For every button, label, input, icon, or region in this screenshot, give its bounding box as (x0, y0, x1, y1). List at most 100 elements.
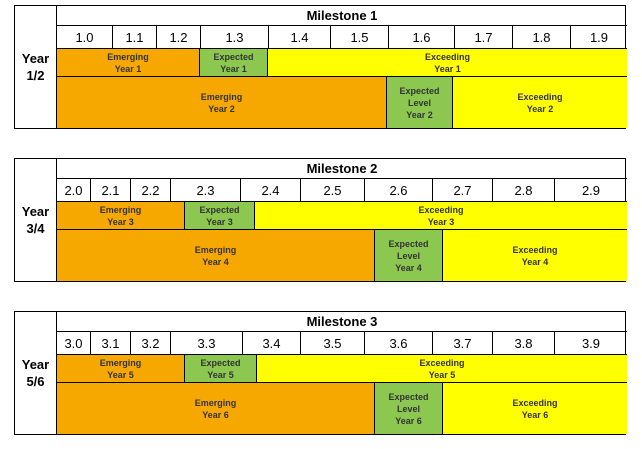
milestone-block: Year 1/2 Milestone 1 1.0 1.1 1.2 1.3 1.4 1.5 1.6 1… (14, 5, 628, 129)
exceeding-band: Exceeding Year 1 (268, 49, 627, 76)
band-row: Emerging Year 5 Expected Year 5 Exceeding Yea… (57, 355, 627, 383)
band-label-line: Year 6 (521, 409, 549, 420)
emerging-band-text: Emerging Year 4 (195, 244, 237, 268)
band-label-line: Year 2 (208, 103, 235, 114)
band-label-line: Year 2 (526, 103, 554, 114)
level-scale-cell: 2.3 (171, 179, 241, 201)
milestone-block: Year 5/6 Milestone 3 3.0 3.1 3.2 3.3 3.4 3.5 3.6 3… (14, 311, 628, 435)
band-label-line: Year 1 (220, 63, 247, 74)
level-scale-cell: 3.8 (493, 332, 555, 354)
milestone-table: Year 5/6 Milestone 3 3.0 3.1 3.2 3.3 3.4 3.5 3.6 3… (14, 311, 627, 435)
level-scale-row: 2.0 2.1 2.2 2.3 2.4 2.5 2.6 2.7 2.8 2.9 (57, 179, 627, 202)
level-scale-cell: 1.0 (57, 26, 113, 48)
band-label-line: Emerging (107, 51, 149, 62)
band-label-line: Exceeding (517, 91, 563, 102)
band-row: Emerging Year 6 Expected Level Year 6 Exceedi… (57, 383, 627, 434)
level-scale-cell: 3.3 (171, 332, 243, 354)
band-label-line: Exceeding (419, 357, 465, 368)
band-label-line: Year 3 (427, 216, 455, 227)
band-label-line: Emerging (200, 91, 243, 102)
level-scale-cell: 3.2 (131, 332, 171, 354)
level-scale-cell: 3.6 (365, 332, 433, 354)
milestone-title: Milestone 1 (57, 6, 627, 26)
band-label-line: Year 1 (114, 63, 142, 74)
band-label-line: Expected (388, 391, 429, 402)
level-scale-cell: 1.2 (157, 26, 201, 48)
expected-band: Expected Year 5 (185, 355, 257, 382)
band-label-line: Expected (399, 85, 440, 96)
expected-band: Expected Level Year 6 (375, 383, 443, 434)
band-label-line: Emerging (194, 244, 237, 255)
exceeding-band: Exceeding Year 3 (255, 202, 627, 229)
level-scale-cell: 1.8 (513, 26, 571, 48)
year-group-label: Year 3/4 (15, 159, 57, 281)
level-scale-cell: 2.5 (301, 179, 365, 201)
band-label-line: Exceeding (512, 397, 558, 408)
expected-band-text: Expected Level Year 2 (399, 85, 439, 121)
level-scale-cell: 3.0 (57, 332, 91, 354)
band-label-line: Year 1 (434, 63, 461, 74)
emerging-band: Emerging Year 1 (57, 49, 200, 76)
exceeding-band-text: Exceeding Year 1 (425, 51, 470, 75)
band-label-line: Emerging (194, 397, 237, 408)
expected-band-text: Expected Year 5 (200, 357, 240, 381)
band-row: Emerging Year 4 Expected Level Year 4 Exceedi… (57, 230, 627, 281)
band-label-line: Exceeding (512, 244, 558, 255)
emerging-band-text: Emerging Year 5 (100, 357, 142, 381)
exceeding-band-text: Exceeding Year 6 (512, 397, 557, 421)
level-scale-cell: 2.6 (365, 179, 433, 201)
level-scale-cell: 2.8 (493, 179, 555, 201)
band-label-line: Expected (200, 357, 241, 368)
band-label-line: Year 3 (206, 216, 233, 227)
expected-band-text: Expected Year 3 (199, 204, 239, 228)
band-label-line: Year 4 (395, 262, 422, 273)
level-scale-cell: 1.6 (389, 26, 455, 48)
band-row: Emerging Year 2 Expected Level Year 2 Exceedi… (57, 77, 627, 128)
exceeding-band-text: Exceeding Year 5 (419, 357, 464, 381)
expected-band: Expected Year 1 (200, 49, 268, 76)
emerging-band: Emerging Year 6 (57, 383, 375, 434)
expected-band-text: Expected Year 1 (213, 51, 253, 75)
year-label-line: Year (21, 357, 50, 372)
band-label-line: Exceeding (418, 204, 464, 215)
level-scale-cell: 1.7 (455, 26, 513, 48)
band-label-line: Expected (199, 204, 240, 215)
emerging-band: Emerging Year 4 (57, 230, 375, 281)
band-label-line: Year 5 (207, 369, 234, 380)
band-label-line: Level (407, 97, 431, 108)
exceeding-band-text: Exceeding Year 3 (418, 204, 463, 228)
band-label-line: Level (396, 403, 420, 414)
milestone-table: Year 1/2 Milestone 1 1.0 1.1 1.2 1.3 1.4 1.5 1.6 1… (14, 5, 627, 129)
level-scale-cell: 2.4 (241, 179, 301, 201)
year-range-label: 3/4 (26, 221, 45, 236)
level-scale-cell: 2.2 (131, 179, 171, 201)
band-label-line: Year 4 (202, 256, 229, 267)
emerging-band-text: Emerging Year 2 (201, 91, 243, 115)
band-label-line: Year 5 (107, 369, 134, 380)
level-scale-cell: 3.9 (581, 335, 601, 351)
milestone-block: Year 3/4 Milestone 2 2.0 2.1 2.2 2.3 2.4 2.5 2.6 2… (14, 158, 628, 282)
level-scale-cell: 2.7 (433, 179, 493, 201)
band-label-line: Year 6 (395, 415, 422, 426)
expected-band-text: Expected Level Year 4 (388, 238, 428, 274)
exceeding-band: Exceeding Year 2 (453, 77, 627, 128)
level-scale-cell: 2.9 (581, 182, 601, 198)
emerging-band-text: Emerging Year 3 (100, 204, 142, 228)
level-scale-cell: 3.1 (91, 332, 131, 354)
year-label-line: Year (21, 51, 50, 66)
year-range-label: 5/6 (26, 374, 45, 389)
emerging-band: Emerging Year 3 (57, 202, 185, 229)
expected-band: Expected Year 3 (185, 202, 255, 229)
band-label-line: Level (396, 250, 420, 261)
expected-band-text: Expected Level Year 6 (388, 391, 428, 427)
exceeding-band: Exceeding Year 5 (257, 355, 627, 382)
level-scale-cell: 3.5 (301, 332, 365, 354)
level-scale-row: 1.0 1.1 1.2 1.3 1.4 1.5 1.6 1.7 1.8 1.9 (57, 26, 627, 49)
year-range-label: 1/2 (26, 68, 45, 83)
band-label-line: Emerging (99, 357, 142, 368)
level-scale-cell: 1.4 (269, 26, 331, 48)
level-scale-cell: 2.1 (91, 179, 131, 201)
band-label-line: Exceeding (424, 51, 471, 62)
level-scale-cell: 1.5 (331, 26, 389, 48)
band-row: Emerging Year 1 Expected Year 1 Exceeding Yea… (57, 49, 627, 77)
